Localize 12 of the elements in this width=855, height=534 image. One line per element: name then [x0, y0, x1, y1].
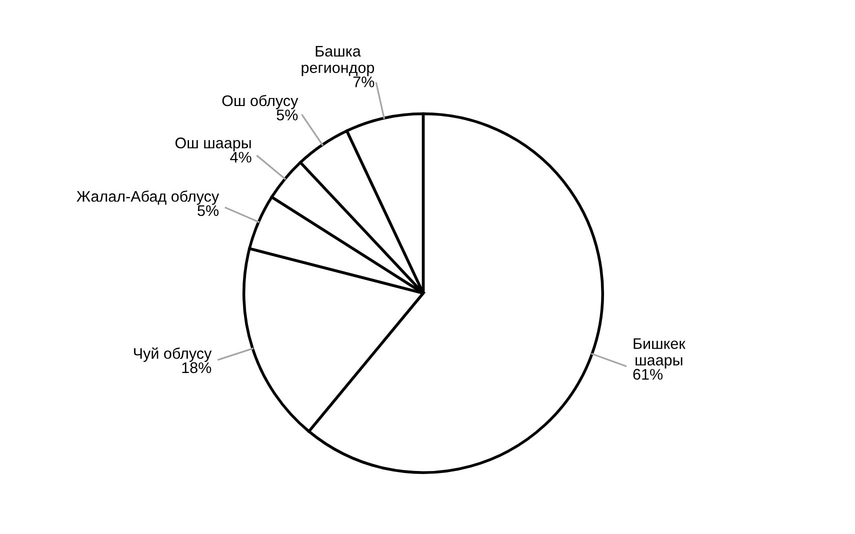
slice-label: Ош шаары [175, 138, 251, 152]
data-label: 5% [198, 205, 219, 216]
slice-label: Чуй облусу [134, 347, 212, 362]
slice-label: Бишкек шаары [634, 338, 686, 369]
data-label: 18% [182, 362, 212, 374]
data-label: 5% [276, 110, 298, 120]
slice-label: Ош облусу [222, 94, 298, 110]
data-label: 61% [633, 368, 663, 380]
data-label: 7% [353, 76, 374, 88]
data-label: 4% [230, 152, 252, 163]
slice-label: Жалал-Абад облусу [76, 190, 220, 205]
slice-label: Башка региондор [302, 46, 374, 76]
